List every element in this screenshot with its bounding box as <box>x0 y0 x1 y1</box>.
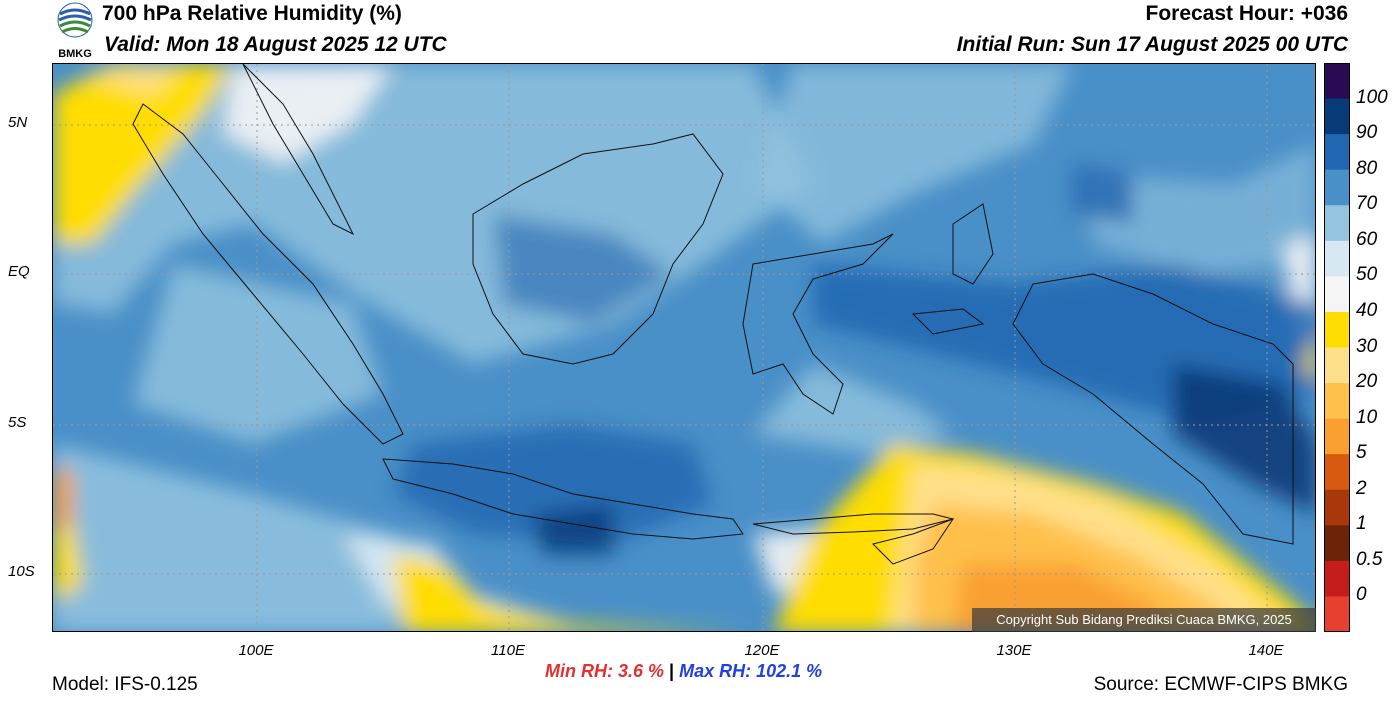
colorbar-label: 70 <box>1356 193 1378 215</box>
colorbar-label: 80 <box>1356 157 1378 179</box>
humidity-map <box>52 63 1316 632</box>
separator: | <box>669 661 675 681</box>
chart-title: 700 hPa Relative Humidity (%) <box>102 2 402 25</box>
colorbar-label: 30 <box>1356 335 1378 357</box>
colorbar-swatch <box>1324 383 1350 420</box>
colorbar-swatch <box>1324 98 1350 135</box>
colorbar-label: 60 <box>1356 228 1378 250</box>
svg-text:BMKG: BMKG <box>58 48 92 60</box>
colorbar-swatch <box>1324 240 1350 277</box>
colorbar-label: 1 <box>1356 513 1367 535</box>
bmkg-logo: BMKG <box>57 2 93 60</box>
colorbar-label: 0 <box>1356 584 1367 606</box>
lat-label-eq: EQ <box>8 263 30 280</box>
colorbar-swatch <box>1324 347 1350 384</box>
copyright-text: Copyright Sub Bidang Prediksi Cuaca BMKG… <box>972 608 1316 632</box>
forecast-hour: Forecast Hour: +036 <box>1145 2 1349 25</box>
colorbar-swatch <box>1324 134 1350 171</box>
colorbar-label: 50 <box>1356 264 1378 286</box>
lon-label-130e: 130E <box>996 642 1032 659</box>
valid-time: Valid: Mon 18 August 2025 12 UTC <box>104 33 447 56</box>
colorbar-swatch <box>1324 596 1350 632</box>
coastlines <box>132 64 1294 565</box>
colorbar-swatch <box>1324 525 1350 562</box>
lon-label-110e: 110E <box>491 642 525 659</box>
lat-label-5n: 5N <box>8 114 28 131</box>
grid-lines <box>53 64 1315 631</box>
colorbar-swatch <box>1324 205 1350 242</box>
lat-label-10s: 10S <box>8 563 35 580</box>
humidity-contours <box>53 64 1315 631</box>
colorbar-swatch <box>1324 63 1350 100</box>
colorbar-label: 90 <box>1356 122 1378 144</box>
colorbar-swatch <box>1324 276 1350 313</box>
colorbar-swatch <box>1324 489 1350 526</box>
min-max-rh: Min RH: 3.6 % | Max RH: 102.1 % <box>545 661 822 682</box>
lon-label-120e: 120E <box>744 642 780 659</box>
lon-label-100e: 100E <box>238 642 274 659</box>
lat-label-5s: 5S <box>8 414 27 431</box>
max-rh: Max RH: 102.1 % <box>679 661 823 681</box>
colorbar-swatch <box>1324 560 1350 597</box>
lon-label-140e: 140E <box>1248 642 1284 659</box>
colorbar-label: 2 <box>1356 477 1367 499</box>
min-rh: Min RH: 3.6 % <box>545 661 665 681</box>
model-label: Model: IFS-0.125 <box>52 674 198 695</box>
colorbar-label: 100 <box>1356 86 1388 108</box>
colorbar-label: 40 <box>1356 299 1378 321</box>
colorbar-swatch <box>1324 169 1350 206</box>
source-label: Source: ECMWF-CIPS BMKG <box>1093 674 1348 695</box>
colorbar-label: 5 <box>1356 442 1367 464</box>
colorbar-label: 0.5 <box>1356 548 1383 570</box>
colorbar-label: 20 <box>1356 371 1378 393</box>
initial-run: Initial Run: Sun 17 August 2025 00 UTC <box>956 33 1348 56</box>
colorbar <box>1324 63 1350 632</box>
colorbar-swatch <box>1324 418 1350 455</box>
colorbar-label: 10 <box>1356 406 1378 428</box>
colorbar-swatch <box>1324 311 1350 348</box>
colorbar-swatch <box>1324 454 1350 491</box>
